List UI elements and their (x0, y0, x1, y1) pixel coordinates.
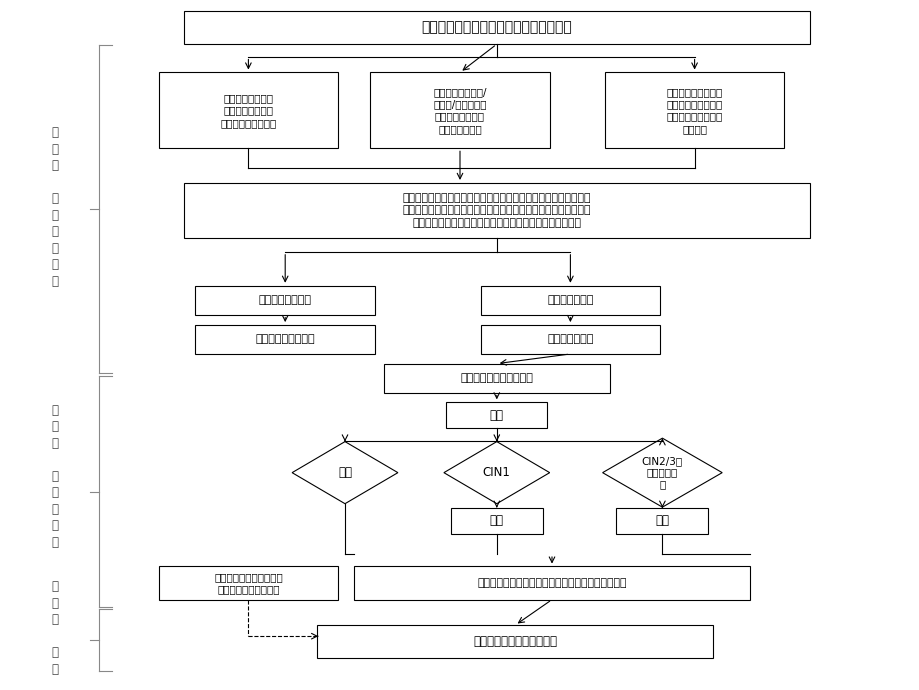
FancyBboxPatch shape (481, 325, 660, 354)
FancyBboxPatch shape (481, 286, 660, 315)
FancyBboxPatch shape (384, 364, 609, 393)
Text: 签署知情同意书: 签署知情同意书 (547, 335, 593, 344)
Text: 填写不参加筛查原因: 填写不参加筛查原因 (255, 335, 314, 344)
FancyBboxPatch shape (159, 566, 338, 600)
Text: 阶
段
一

获
取
基
线
资
料: 阶 段 一 获 取 基 线 资 料 (51, 126, 59, 288)
Text: 研究对象（妇产科/
妇癌科/宫颈门诊女
性患者）对机会性
筛查的认知情况: 研究对象（妇产科/ 妇癌科/宫颈门诊女 性患者）对机会性 筛查的认知情况 (433, 87, 486, 134)
FancyBboxPatch shape (369, 72, 549, 148)
FancyBboxPatch shape (196, 325, 375, 354)
Text: CIN2/3或
浸润性宫颈
癌: CIN2/3或 浸润性宫颈 癌 (641, 456, 682, 489)
FancyBboxPatch shape (450, 508, 542, 534)
Text: 收集参加机会性筛查对象中宫颈病变患者的诊治成本: 收集参加机会性筛查对象中宫颈病变患者的诊治成本 (477, 578, 626, 588)
FancyBboxPatch shape (159, 72, 338, 148)
Text: 治疗: 治疗 (654, 515, 669, 527)
Text: 临床检查（于临床试验）: 临床检查（于临床试验） (460, 373, 533, 383)
Text: 正常: 正常 (337, 466, 352, 479)
FancyBboxPatch shape (354, 566, 749, 600)
FancyBboxPatch shape (605, 72, 784, 148)
Polygon shape (292, 442, 397, 504)
Text: 观察: 观察 (489, 515, 504, 527)
Text: 医务人员（医生和护
士）对机会性筛查和
疫苗防治子宫颈癌的
认知情况: 医务人员（医生和护 士）对机会性筛查和 疫苗防治子宫颈癌的 认知情况 (665, 87, 722, 134)
Text: 诊断: 诊断 (489, 409, 504, 422)
Text: 同意参加筛查者: 同意参加筛查者 (547, 295, 593, 305)
Text: CIN1: CIN1 (482, 466, 510, 479)
Text: 阶
段
三

评
估: 阶 段 三 评 估 (51, 580, 59, 676)
FancyBboxPatch shape (616, 508, 708, 534)
FancyBboxPatch shape (317, 625, 712, 658)
Text: 不同意参加筛查者: 不同意参加筛查者 (258, 295, 312, 305)
FancyBboxPatch shape (446, 402, 547, 428)
Text: 收集医院内参加项目的宫
颈病变患者的诊治成本: 收集医院内参加项目的宫 颈病变患者的诊治成本 (214, 572, 282, 594)
Text: 阶
段
二

机
会
性
筛
查: 阶 段 二 机 会 性 筛 查 (51, 404, 59, 549)
FancyBboxPatch shape (196, 286, 375, 315)
Text: 绩效评价和卫生经济学评价: 绩效评价和卫生经济学评价 (472, 635, 557, 648)
Text: 中国子宫颈癌机会性筛查多中心临床研究: 中国子宫颈癌机会性筛查多中心临床研究 (421, 21, 572, 34)
Text: 各级医院对宫颈病
变的诊治及开展机
会性筛查的基本现状: 各级医院对宫颈病 变的诊治及开展机 会性筛查的基本现状 (220, 93, 277, 128)
Text: 分诊台护士动员研究对象，发现子宫颈癌防治宣传材料，介绍子宫
颈癌筛查技术和方案，解答患者咨询问题。登记研究对象基本信息
，既往子宫颈癌筛查史等信息，填写筛查意愿: 分诊台护士动员研究对象，发现子宫颈癌防治宣传材料，介绍子宫 颈癌筛查技术和方案，… (403, 193, 590, 228)
FancyBboxPatch shape (184, 11, 809, 44)
FancyBboxPatch shape (184, 183, 809, 238)
Polygon shape (444, 442, 550, 504)
Polygon shape (602, 438, 721, 507)
